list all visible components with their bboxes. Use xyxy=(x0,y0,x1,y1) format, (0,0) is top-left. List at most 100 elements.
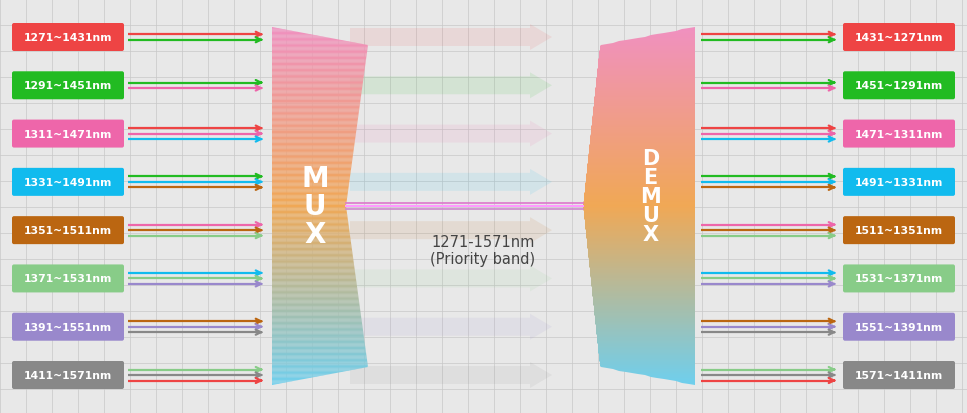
Polygon shape xyxy=(272,274,356,275)
Polygon shape xyxy=(272,368,361,370)
Polygon shape xyxy=(590,274,695,275)
Polygon shape xyxy=(272,371,348,372)
Polygon shape xyxy=(676,382,695,383)
Polygon shape xyxy=(272,315,361,316)
Polygon shape xyxy=(272,337,365,339)
Polygon shape xyxy=(272,45,367,46)
Polygon shape xyxy=(587,241,695,242)
Polygon shape xyxy=(584,214,695,215)
Polygon shape xyxy=(272,289,358,290)
Polygon shape xyxy=(272,359,367,360)
Polygon shape xyxy=(272,121,358,122)
Polygon shape xyxy=(632,373,695,374)
Polygon shape xyxy=(272,197,347,198)
Polygon shape xyxy=(594,308,695,309)
Polygon shape xyxy=(272,70,365,71)
Polygon shape xyxy=(591,278,695,279)
Polygon shape xyxy=(591,134,695,135)
Polygon shape xyxy=(272,280,356,282)
Polygon shape xyxy=(272,166,352,167)
Polygon shape xyxy=(272,293,358,294)
Polygon shape xyxy=(593,115,695,116)
Polygon shape xyxy=(591,285,695,286)
Polygon shape xyxy=(588,157,695,158)
Polygon shape xyxy=(587,164,695,165)
Polygon shape xyxy=(272,203,346,204)
Polygon shape xyxy=(600,360,695,361)
Polygon shape xyxy=(595,320,695,321)
Polygon shape xyxy=(272,73,365,74)
Polygon shape xyxy=(272,290,358,291)
Polygon shape xyxy=(597,334,695,335)
Polygon shape xyxy=(599,60,695,61)
Polygon shape xyxy=(272,52,367,53)
Polygon shape xyxy=(272,60,366,61)
Polygon shape xyxy=(590,273,695,274)
Polygon shape xyxy=(613,42,695,43)
Polygon shape xyxy=(585,186,695,188)
Polygon shape xyxy=(584,221,695,222)
Polygon shape xyxy=(592,289,695,290)
Polygon shape xyxy=(272,69,365,70)
Polygon shape xyxy=(272,84,363,85)
Polygon shape xyxy=(272,252,352,253)
Polygon shape xyxy=(587,172,695,173)
Polygon shape xyxy=(272,220,348,221)
Polygon shape xyxy=(272,39,336,40)
Polygon shape xyxy=(599,59,695,60)
Polygon shape xyxy=(272,38,330,39)
Polygon shape xyxy=(272,86,363,88)
Polygon shape xyxy=(272,184,349,185)
Polygon shape xyxy=(596,83,695,84)
Polygon shape xyxy=(272,48,367,50)
Polygon shape xyxy=(595,96,695,97)
Polygon shape xyxy=(272,208,346,209)
Polygon shape xyxy=(272,196,347,197)
FancyBboxPatch shape xyxy=(843,72,955,100)
Polygon shape xyxy=(272,53,367,54)
Polygon shape xyxy=(583,203,695,204)
Polygon shape xyxy=(272,258,353,259)
Polygon shape xyxy=(272,148,354,150)
Text: 1331~1491nm: 1331~1491nm xyxy=(24,178,112,188)
Polygon shape xyxy=(593,297,695,298)
Polygon shape xyxy=(586,176,695,177)
Polygon shape xyxy=(272,206,346,208)
Polygon shape xyxy=(272,347,366,348)
Polygon shape xyxy=(272,222,348,223)
Polygon shape xyxy=(592,123,695,124)
Polygon shape xyxy=(596,323,695,324)
Polygon shape xyxy=(592,124,695,126)
Polygon shape xyxy=(272,167,351,169)
Text: 1271~1431nm: 1271~1431nm xyxy=(24,33,112,43)
Polygon shape xyxy=(590,145,695,146)
Polygon shape xyxy=(272,105,360,107)
Polygon shape xyxy=(589,262,695,263)
Polygon shape xyxy=(583,204,695,205)
Polygon shape xyxy=(589,260,695,261)
Polygon shape xyxy=(272,91,362,92)
Polygon shape xyxy=(272,246,352,247)
Text: 1291~1451nm: 1291~1451nm xyxy=(24,81,112,91)
FancyBboxPatch shape xyxy=(843,265,955,293)
Polygon shape xyxy=(600,46,695,47)
Polygon shape xyxy=(588,155,695,157)
Polygon shape xyxy=(272,355,366,356)
Polygon shape xyxy=(272,373,336,374)
Polygon shape xyxy=(599,61,695,62)
Polygon shape xyxy=(585,222,695,223)
Polygon shape xyxy=(272,107,360,108)
Polygon shape xyxy=(272,322,362,323)
Polygon shape xyxy=(272,108,360,109)
Polygon shape xyxy=(590,275,695,277)
Polygon shape xyxy=(272,202,346,203)
Polygon shape xyxy=(597,332,695,333)
Polygon shape xyxy=(272,93,362,95)
Polygon shape xyxy=(272,88,363,89)
Text: 1531~1371nm: 1531~1371nm xyxy=(855,274,943,284)
Polygon shape xyxy=(663,33,695,34)
Polygon shape xyxy=(272,40,342,41)
Polygon shape xyxy=(676,30,695,31)
Text: M
U
X: M U X xyxy=(301,165,329,248)
Polygon shape xyxy=(272,316,361,317)
